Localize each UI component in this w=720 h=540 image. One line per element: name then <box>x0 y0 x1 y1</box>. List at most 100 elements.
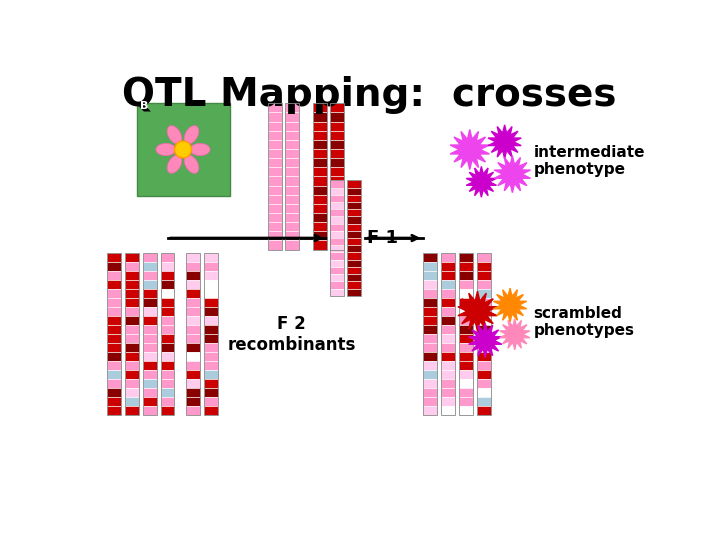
Bar <box>459 272 473 280</box>
Bar <box>143 299 157 307</box>
Bar <box>441 253 455 262</box>
Polygon shape <box>458 291 497 331</box>
Bar <box>459 397 473 406</box>
Bar <box>285 103 300 249</box>
Bar <box>423 280 437 289</box>
Bar <box>204 272 218 280</box>
Bar <box>285 195 300 204</box>
Bar <box>285 112 300 122</box>
Bar <box>269 103 282 249</box>
Bar <box>269 186 282 195</box>
Bar <box>161 289 174 299</box>
Bar <box>423 307 437 316</box>
Circle shape <box>174 141 192 158</box>
Bar <box>313 103 327 112</box>
Bar <box>330 281 344 288</box>
Bar <box>161 280 174 289</box>
Bar <box>143 272 157 280</box>
Bar <box>285 204 300 213</box>
Bar <box>459 379 473 388</box>
Bar <box>161 388 174 397</box>
Bar <box>313 177 327 186</box>
Bar <box>186 307 200 316</box>
Bar <box>477 289 490 299</box>
Bar <box>330 253 344 260</box>
Bar <box>459 361 473 370</box>
Bar <box>441 379 455 388</box>
Bar <box>285 167 300 177</box>
Bar <box>107 334 121 343</box>
Bar <box>204 316 218 325</box>
Bar <box>459 352 473 361</box>
Bar <box>477 299 490 307</box>
Bar <box>330 158 344 167</box>
Bar <box>107 379 121 388</box>
Bar <box>269 158 282 167</box>
Bar <box>423 370 437 379</box>
Bar <box>477 325 490 334</box>
Bar <box>143 280 157 289</box>
Bar <box>477 272 490 280</box>
Bar <box>313 112 327 122</box>
Bar <box>441 361 455 370</box>
Bar <box>269 204 282 213</box>
Bar <box>330 149 344 158</box>
Bar <box>186 253 200 262</box>
Bar <box>143 334 157 343</box>
Bar <box>330 224 344 231</box>
Bar <box>347 209 361 217</box>
Bar <box>347 224 361 231</box>
Bar <box>107 361 121 370</box>
Bar <box>441 262 455 272</box>
Bar <box>186 262 200 272</box>
Bar <box>186 379 200 388</box>
Bar <box>459 253 473 262</box>
Bar <box>330 187 344 195</box>
Bar <box>269 167 282 177</box>
Bar <box>441 388 455 397</box>
Bar <box>161 343 174 352</box>
Bar <box>330 238 344 245</box>
Bar <box>107 370 121 379</box>
Bar <box>459 280 473 289</box>
Bar <box>477 343 490 352</box>
Bar <box>143 253 157 262</box>
Bar <box>347 238 361 245</box>
Bar <box>204 397 218 406</box>
Bar <box>107 299 121 307</box>
Bar <box>313 213 327 222</box>
Bar <box>347 288 361 296</box>
Bar <box>441 343 455 352</box>
Bar <box>330 204 344 213</box>
Bar <box>423 397 437 406</box>
Bar <box>423 325 437 334</box>
Bar <box>125 253 139 262</box>
Bar <box>285 131 300 140</box>
Bar <box>477 280 490 289</box>
Bar <box>125 289 139 299</box>
Bar <box>161 299 174 307</box>
Bar <box>330 131 344 140</box>
Polygon shape <box>494 156 531 193</box>
Bar <box>269 240 282 249</box>
Bar <box>186 361 200 370</box>
Bar <box>330 122 344 131</box>
Bar <box>161 262 174 272</box>
Bar <box>423 388 437 397</box>
Bar <box>330 267 344 274</box>
Bar <box>143 397 157 406</box>
Bar <box>347 281 361 288</box>
Bar <box>161 307 174 316</box>
Bar <box>423 343 437 352</box>
Bar <box>143 316 157 325</box>
Ellipse shape <box>167 126 182 144</box>
Polygon shape <box>467 166 497 197</box>
Bar <box>137 103 230 195</box>
Bar <box>125 307 139 316</box>
Bar <box>330 217 344 224</box>
Bar <box>477 388 490 397</box>
Bar <box>330 245 344 253</box>
Bar <box>107 280 121 289</box>
Bar <box>125 262 139 272</box>
Bar <box>125 388 139 397</box>
